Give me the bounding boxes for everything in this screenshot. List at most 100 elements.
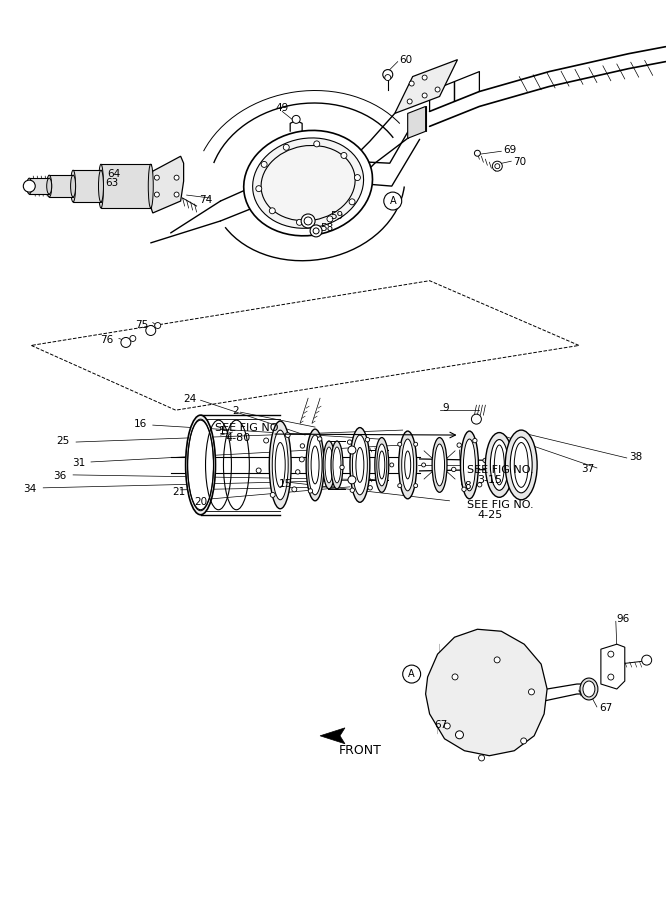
Text: 16: 16 xyxy=(133,419,147,429)
Circle shape xyxy=(398,442,402,446)
Text: 37: 37 xyxy=(581,464,594,474)
Circle shape xyxy=(521,738,527,744)
Circle shape xyxy=(154,176,159,180)
Circle shape xyxy=(444,723,450,729)
Ellipse shape xyxy=(306,429,324,500)
Ellipse shape xyxy=(71,170,75,202)
Circle shape xyxy=(130,336,136,341)
Ellipse shape xyxy=(460,431,478,499)
Circle shape xyxy=(155,322,161,328)
Circle shape xyxy=(435,87,440,92)
Circle shape xyxy=(368,486,372,490)
Circle shape xyxy=(292,115,300,123)
Ellipse shape xyxy=(506,430,537,500)
Circle shape xyxy=(384,192,402,210)
Circle shape xyxy=(495,164,500,168)
Ellipse shape xyxy=(185,415,215,515)
Circle shape xyxy=(261,161,267,167)
Ellipse shape xyxy=(435,444,444,486)
Circle shape xyxy=(304,217,312,225)
Circle shape xyxy=(299,457,304,462)
Text: 49: 49 xyxy=(275,104,289,113)
Circle shape xyxy=(492,161,502,171)
Circle shape xyxy=(256,468,261,473)
Text: 96: 96 xyxy=(617,615,630,625)
Polygon shape xyxy=(73,170,101,202)
Circle shape xyxy=(376,460,380,464)
Ellipse shape xyxy=(47,176,51,197)
Text: 63: 63 xyxy=(105,178,119,188)
Ellipse shape xyxy=(331,441,343,489)
Circle shape xyxy=(270,492,275,498)
Circle shape xyxy=(528,688,534,695)
Circle shape xyxy=(330,455,335,460)
Circle shape xyxy=(472,414,482,424)
Circle shape xyxy=(479,755,484,760)
Circle shape xyxy=(154,192,159,197)
Circle shape xyxy=(121,338,131,347)
Text: A: A xyxy=(390,196,396,206)
Ellipse shape xyxy=(27,178,32,194)
Polygon shape xyxy=(49,176,73,197)
Text: 15: 15 xyxy=(279,479,292,489)
Circle shape xyxy=(348,446,356,454)
Ellipse shape xyxy=(323,441,335,489)
Text: 60: 60 xyxy=(400,55,413,65)
Circle shape xyxy=(327,216,333,222)
Circle shape xyxy=(608,674,614,680)
Circle shape xyxy=(422,463,426,467)
Circle shape xyxy=(350,488,354,492)
Ellipse shape xyxy=(377,444,387,486)
Circle shape xyxy=(457,443,462,447)
Text: 3-15: 3-15 xyxy=(478,475,502,485)
Circle shape xyxy=(474,150,480,157)
Text: 24: 24 xyxy=(183,394,197,404)
Circle shape xyxy=(422,75,427,80)
Circle shape xyxy=(174,192,179,197)
Text: 64: 64 xyxy=(107,169,121,179)
Text: 36: 36 xyxy=(53,471,66,481)
Text: 69: 69 xyxy=(504,145,516,156)
Polygon shape xyxy=(29,178,49,194)
Circle shape xyxy=(473,438,477,443)
Circle shape xyxy=(462,487,466,491)
Text: 74: 74 xyxy=(199,195,212,205)
Circle shape xyxy=(313,141,319,147)
Circle shape xyxy=(263,438,269,443)
Ellipse shape xyxy=(490,439,508,491)
Text: SEE FIG NO.: SEE FIG NO. xyxy=(468,465,534,475)
Ellipse shape xyxy=(325,447,333,483)
Circle shape xyxy=(383,69,393,79)
Circle shape xyxy=(296,220,302,225)
Text: FRONT: FRONT xyxy=(338,744,382,757)
Circle shape xyxy=(483,458,488,463)
Polygon shape xyxy=(395,59,458,113)
Text: 2: 2 xyxy=(231,406,238,416)
Circle shape xyxy=(325,482,330,486)
Circle shape xyxy=(300,444,305,448)
Ellipse shape xyxy=(308,435,322,495)
Text: 1: 1 xyxy=(219,426,225,436)
Text: 21: 21 xyxy=(172,487,185,497)
Text: 34: 34 xyxy=(23,484,36,494)
Circle shape xyxy=(608,652,614,657)
Ellipse shape xyxy=(352,435,368,495)
Circle shape xyxy=(348,440,352,445)
Text: 70: 70 xyxy=(513,158,526,167)
Text: SEE FIG NO.: SEE FIG NO. xyxy=(215,423,282,433)
Circle shape xyxy=(285,433,290,437)
Ellipse shape xyxy=(402,439,414,491)
Text: 9: 9 xyxy=(442,403,449,413)
Circle shape xyxy=(385,75,391,80)
Ellipse shape xyxy=(148,164,153,208)
Circle shape xyxy=(390,463,394,467)
Circle shape xyxy=(642,655,652,665)
Circle shape xyxy=(317,436,322,441)
Circle shape xyxy=(174,176,179,180)
Ellipse shape xyxy=(375,437,389,492)
Circle shape xyxy=(295,470,300,474)
Ellipse shape xyxy=(269,421,291,508)
Text: 76: 76 xyxy=(99,336,113,346)
Circle shape xyxy=(398,483,402,488)
Ellipse shape xyxy=(253,138,364,229)
